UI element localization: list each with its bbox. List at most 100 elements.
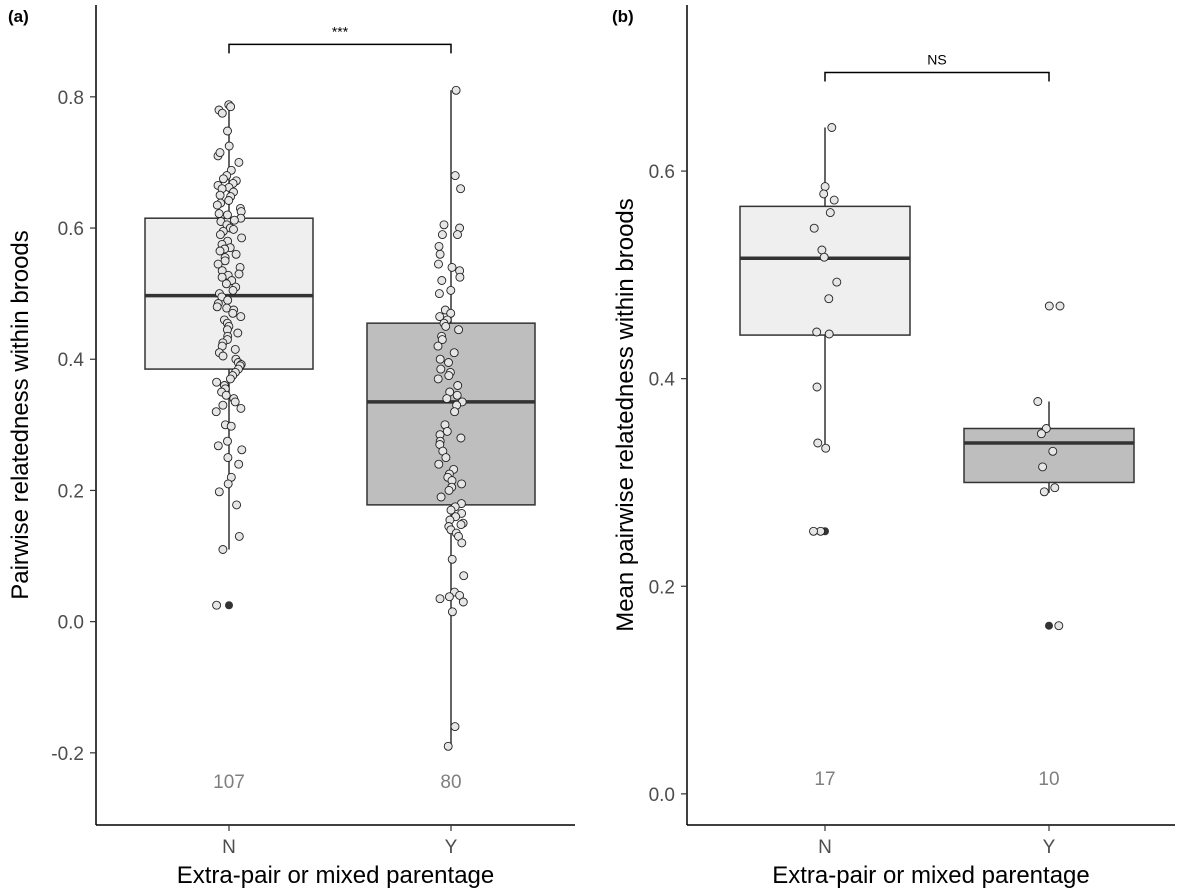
data-point [819, 252, 829, 262]
data-point [221, 390, 231, 400]
data-point [226, 102, 236, 112]
data-point [450, 171, 460, 181]
count-label: 17 [814, 769, 835, 790]
data-point [433, 341, 443, 351]
data-point [434, 241, 444, 251]
data-point [825, 208, 835, 218]
count-label: 80 [440, 772, 461, 793]
data-point [224, 141, 234, 151]
data-point [441, 453, 451, 463]
data-point [444, 592, 454, 602]
data-point [215, 148, 225, 158]
outlier-point [225, 601, 233, 610]
data-point [455, 590, 465, 600]
data-point [457, 538, 467, 548]
data-point [234, 459, 244, 469]
data-point [453, 381, 463, 390]
count-label: 107 [213, 772, 245, 793]
data-point [824, 329, 834, 339]
data-point [436, 364, 446, 374]
y-tick-label: 0.6 [58, 219, 84, 240]
data-point [444, 371, 454, 381]
data-point [819, 189, 829, 199]
data-point [434, 459, 444, 469]
data-point [230, 344, 240, 354]
data-point [223, 453, 233, 463]
box-Y [963, 427, 1135, 484]
x-tick-label: N [818, 837, 832, 858]
data-point [1039, 487, 1049, 497]
data-point [223, 295, 233, 305]
data-point [435, 594, 445, 604]
data-point [215, 230, 225, 240]
data-point [435, 249, 445, 259]
data-point [236, 312, 246, 322]
data-point [1054, 621, 1064, 631]
data-point [1050, 483, 1060, 493]
data-point [446, 505, 456, 515]
data-point [218, 174, 228, 184]
data-point [441, 321, 451, 331]
data-point [824, 294, 834, 304]
data-point [224, 196, 234, 205]
y-tick-label: 0.4 [649, 370, 676, 391]
y-axis-title: Pairwise relatedness within broods [7, 230, 34, 600]
data-point [459, 571, 469, 581]
count-label: 10 [1038, 769, 1059, 790]
data-point [433, 374, 443, 384]
data-point [212, 600, 222, 610]
data-point [452, 390, 462, 400]
data-point [454, 325, 464, 335]
data-point [234, 269, 244, 279]
data-point [447, 554, 457, 564]
data-point [456, 433, 466, 443]
data-point [1038, 462, 1048, 472]
data-point [211, 407, 221, 417]
data-point [228, 308, 238, 318]
data-point [212, 377, 222, 387]
x-tick-label: Y [445, 837, 458, 858]
y-tick-label: 0.0 [649, 785, 675, 806]
data-point [812, 382, 822, 392]
data-point [435, 354, 445, 364]
data-point [218, 545, 228, 554]
data-point [821, 443, 831, 453]
data-point [234, 157, 244, 167]
box-N [739, 205, 911, 336]
data-point [233, 328, 243, 338]
data-point [456, 184, 466, 194]
data-point [1033, 397, 1043, 406]
data-point [228, 285, 238, 295]
data-point [453, 230, 462, 240]
y-tick-label: 0.8 [58, 88, 84, 109]
data-point [437, 335, 447, 345]
data-point [437, 230, 447, 240]
data-point [223, 436, 232, 446]
data-point [812, 327, 822, 337]
data-point [217, 108, 227, 118]
data-point [435, 312, 445, 322]
data-point [229, 224, 238, 234]
y-tick-label: 0.4 [58, 350, 85, 371]
data-point [447, 607, 457, 617]
data-point [829, 195, 839, 205]
data-point [832, 277, 842, 287]
data-point [213, 259, 223, 269]
data-point [457, 479, 467, 489]
data-point [234, 531, 244, 541]
panel-a: (a) -0.2 0.0 0.2 0.4 0.6 0.8 N Y Extra-pair or mi… [7, 5, 575, 889]
data-point [1048, 446, 1058, 456]
data-point [218, 351, 228, 361]
data-point [444, 358, 453, 367]
data-point [458, 597, 468, 607]
data-point [434, 289, 444, 299]
significance-label: *** [332, 23, 349, 39]
y-tick-label: -0.2 [51, 744, 84, 765]
data-point [809, 526, 818, 536]
significance-bracket [228, 43, 452, 54]
panel-b: (b) 0.0 0.2 0.4 0.6 N Y Extra-pair or mixed par… [612, 5, 1175, 889]
x-axis-title: Extra-pair or mixed parentage [772, 862, 1089, 889]
data-point [214, 209, 224, 219]
y-axis-title: Mean pairwise relatedness within broods [612, 198, 639, 632]
